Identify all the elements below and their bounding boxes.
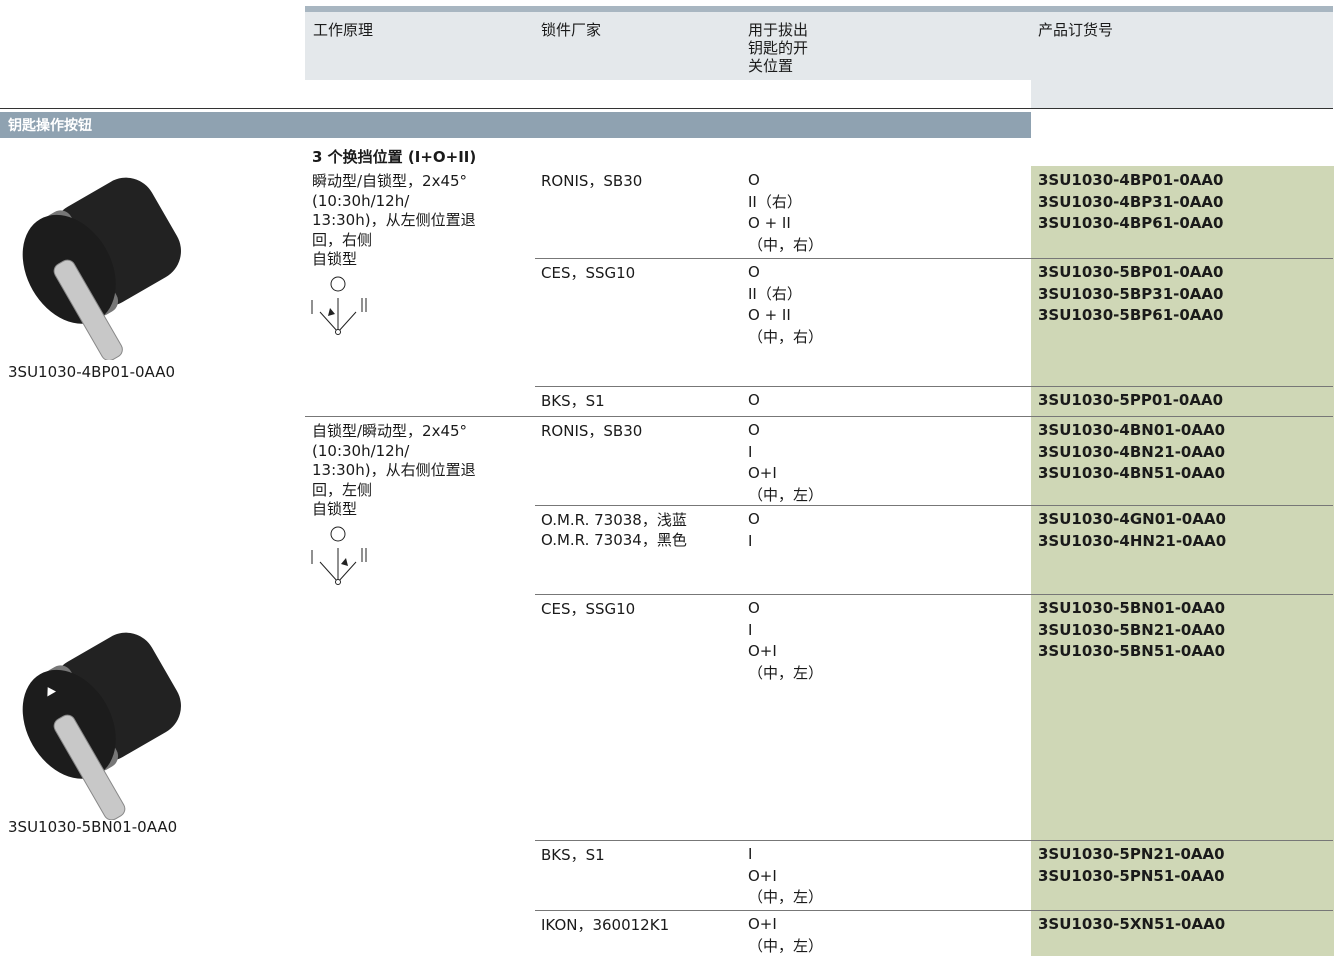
switch-position: （中，左） [748, 936, 824, 955]
description-line: 回，左侧 [312, 480, 373, 499]
switch-position: I [748, 442, 753, 461]
order-column-bg [1031, 166, 1334, 956]
switch-position: O+I [748, 915, 777, 933]
description-line: 13:30h)，从右侧位置退 [312, 461, 476, 479]
row-separator [535, 594, 1333, 595]
row-separator [535, 505, 1333, 506]
section-bar [0, 112, 1031, 138]
switch-position: O [748, 391, 760, 409]
description-line: 自锁型 [312, 500, 358, 518]
manufacturer: IKON，360012K1 [541, 916, 670, 934]
order-number: 3SU1030-4GN01-0AA0 [1038, 510, 1226, 528]
description-line: 自锁型/瞬动型，2x45° [312, 422, 468, 440]
manufacturer: BKS，S1 [541, 846, 605, 864]
order-number: 3SU1030-5PP01-0AA0 [1038, 391, 1224, 409]
order-number: 3SU1030-5BN01-0AA0 [1038, 599, 1226, 617]
order-number: 3SU1030-4BN51-0AA0 [1038, 464, 1226, 482]
order-number: 3SU1030-5BP01-0AA0 [1038, 263, 1224, 281]
row-separator [535, 840, 1333, 841]
switch-position: （中，左） [748, 888, 824, 906]
description-line: (10:30h/12h/ [312, 191, 410, 210]
switch-position: I [748, 531, 753, 550]
column-header: 关位置 [748, 57, 794, 75]
order-number: 3SU1030-5XN51-0AA0 [1038, 915, 1226, 933]
switch-position: I [748, 620, 753, 639]
order-number: 3SU1030-4BN21-0AA0 [1038, 442, 1226, 461]
column-header: 产品订货号 [1038, 21, 1114, 39]
manufacturer: BKS，S1 [541, 392, 605, 410]
column-header: 钥匙的开 [748, 39, 809, 57]
description-line: 13:30h)，从左侧位置退 [312, 211, 476, 229]
switch-position: O [748, 599, 760, 617]
switch-position: I [748, 845, 753, 863]
switch-position: II（右） [748, 284, 802, 303]
row-separator [535, 910, 1333, 911]
description-line: 自锁型 [312, 250, 358, 268]
switch-position: O [748, 263, 760, 281]
section-title: 钥匙操作按钮 [8, 118, 92, 134]
switch-position: O [748, 510, 760, 528]
column-header: 工作原理 [313, 21, 374, 39]
switch-position: （中，左） [748, 663, 824, 682]
order-number: 3SU1030-5BP31-0AA0 [1038, 284, 1224, 303]
product-image [22, 177, 181, 360]
manufacturer: CES，SSG10 [541, 264, 636, 282]
order-number: 3SU1030-4BP31-0AA0 [1038, 192, 1224, 211]
order-number: 3SU1030-5BN21-0AA0 [1038, 620, 1226, 639]
image-caption: 3SU1030-5BN01-0AA0 [8, 818, 178, 836]
order-number: 3SU1030-4BN01-0AA0 [1038, 421, 1226, 439]
header-bg [305, 12, 1031, 80]
image-caption: 3SU1030-4BP01-0AA0 [8, 363, 176, 381]
header-bg [1031, 12, 1333, 108]
switch-position: O [748, 421, 760, 439]
switch-position: （中，右） [748, 235, 824, 254]
manufacturer: RONIS，SB30 [541, 422, 643, 440]
manufacturer: O.M.R. 73034，黑色 [541, 531, 687, 549]
switch-position: （中，右） [748, 327, 824, 346]
subheading: 3 个换挡位置 (I+O+II) [312, 148, 477, 166]
product-image [22, 632, 181, 820]
description-line: 回，右侧 [312, 230, 373, 249]
switch-symbol [311, 276, 367, 335]
switch-position: O+I [748, 866, 777, 885]
row-separator [535, 258, 1333, 259]
row-separator [535, 386, 1333, 387]
manufacturer: RONIS，SB30 [541, 172, 643, 190]
switch-position: O [748, 171, 760, 189]
header-rule [305, 6, 1333, 12]
row-separator [305, 416, 1333, 417]
description-line: 瞬动型/自锁型，2x45° [312, 172, 468, 190]
order-number: 3SU1030-5BN51-0AA0 [1038, 642, 1226, 660]
description-line: (10:30h/12h/ [312, 441, 410, 460]
order-number: 3SU1030-4HN21-0AA0 [1038, 531, 1227, 550]
switch-position: O + II [748, 306, 791, 324]
order-number: 3SU1030-5PN21-0AA0 [1038, 845, 1225, 863]
switch-position: O+I [748, 642, 777, 660]
switch-position: O+I [748, 464, 777, 482]
switch-position: O + II [748, 214, 791, 232]
manufacturer: O.M.R. 73038，浅蓝 [541, 511, 687, 529]
order-number: 3SU1030-4BP61-0AA0 [1038, 214, 1224, 232]
order-number: 3SU1030-5PN51-0AA0 [1038, 866, 1225, 885]
column-header: 锁件厂家 [541, 21, 602, 39]
switch-position: （中，左） [748, 485, 824, 504]
column-header: 用于拔出 [748, 21, 809, 39]
switch-symbol [311, 526, 367, 585]
switch-position: II（右） [748, 192, 802, 211]
header-line [0, 108, 1333, 109]
order-number: 3SU1030-4BP01-0AA0 [1038, 171, 1224, 189]
order-number: 3SU1030-5BP61-0AA0 [1038, 306, 1224, 324]
manufacturer: CES，SSG10 [541, 600, 636, 618]
